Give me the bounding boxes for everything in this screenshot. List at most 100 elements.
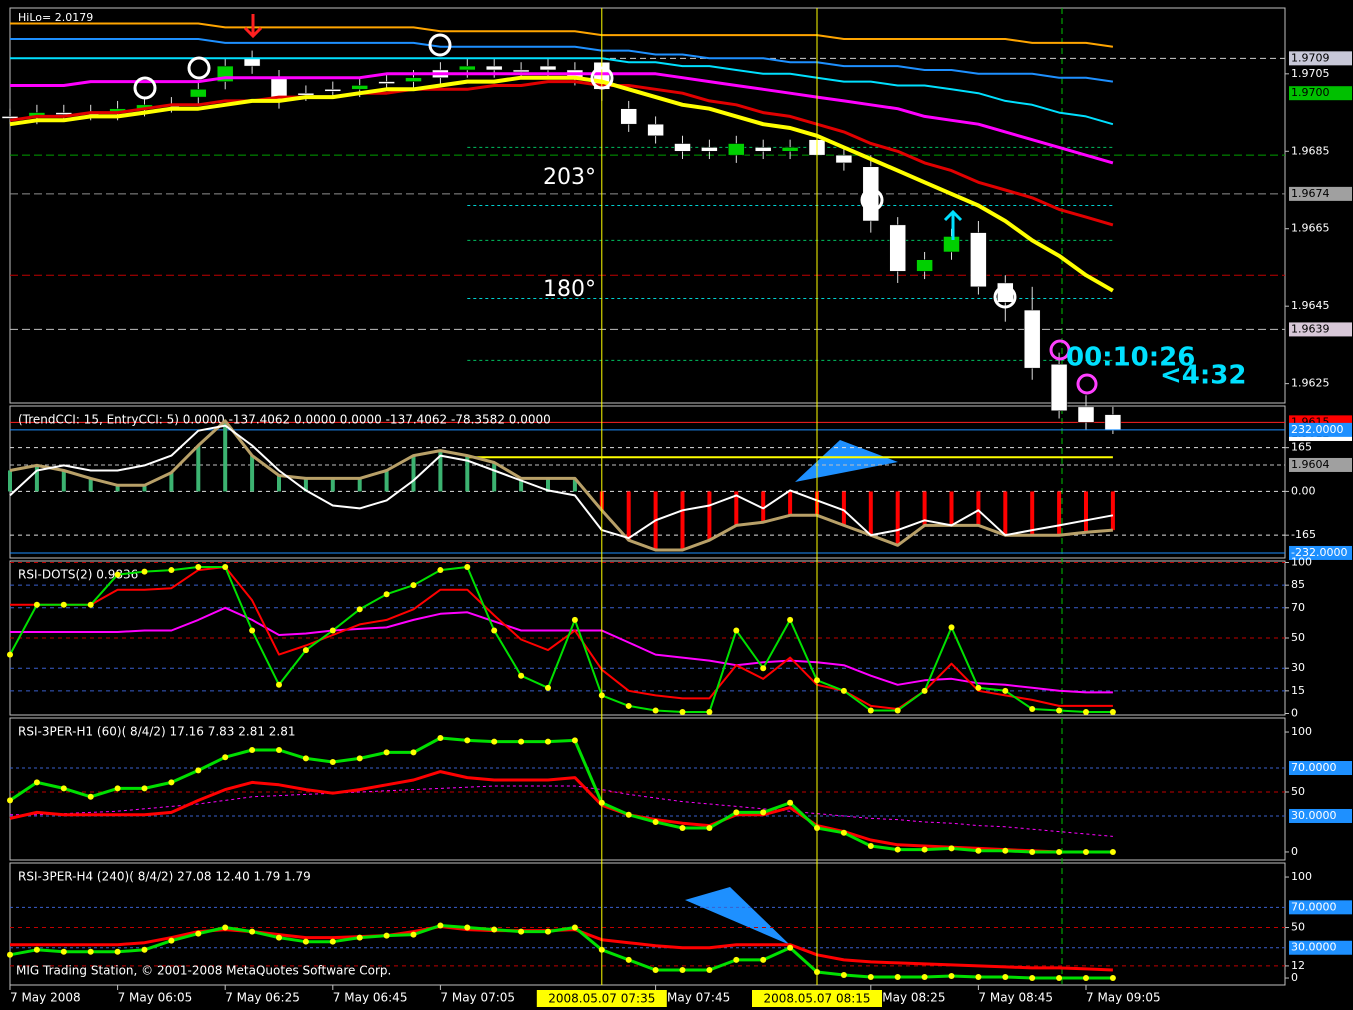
y-tick-label: 12	[1291, 959, 1305, 972]
series-dot	[545, 684, 551, 691]
indicator-label: HiLo= 2.0179	[18, 11, 93, 24]
series-line	[9, 75, 1114, 293]
signal-icon	[428, 33, 452, 57]
series-dot	[652, 707, 659, 714]
series-dot	[302, 647, 309, 654]
series-dot	[921, 846, 928, 853]
histogram-bar	[1084, 491, 1088, 533]
y-tick-label: 100	[1291, 870, 1312, 883]
y-tick-label: 0	[1291, 706, 1298, 719]
series-dot	[948, 973, 955, 980]
candle-body	[190, 89, 207, 98]
series-dot	[518, 738, 525, 745]
histogram-bar	[895, 491, 900, 546]
series-dot	[222, 754, 229, 761]
series-dot	[302, 755, 309, 762]
price-label: 70.0000	[1291, 761, 1337, 774]
series-dot	[545, 928, 551, 935]
panel-title: RSI-3PER-H1 (60)( 8/4/2) 17.16 7.83 2.81…	[18, 725, 296, 739]
series-dot	[545, 738, 551, 745]
signal-triangle	[795, 440, 898, 482]
series-dot	[867, 707, 874, 714]
series-dot	[87, 601, 94, 608]
series-dot	[87, 793, 94, 800]
signal-icon	[993, 285, 1017, 309]
series-dot	[760, 665, 767, 672]
series-line	[10, 72, 1114, 165]
histogram-bar	[357, 478, 362, 492]
series-dot	[679, 824, 686, 831]
signal-icons	[133, 14, 1098, 395]
candle-body	[728, 143, 745, 156]
histogram-bar	[142, 485, 147, 492]
copyright: MIG Trading Station, © 2001-2008 MetaQuo…	[16, 964, 391, 978]
y-tick-label: 1.9645	[1291, 299, 1330, 312]
histogram-bar	[922, 491, 927, 526]
cursor-box	[752, 990, 882, 1007]
series-dot	[195, 564, 202, 571]
histogram-bar	[34, 465, 39, 492]
x-tick-label: 7 May 06:45	[333, 991, 408, 1005]
series-dot	[383, 932, 390, 939]
candle-body	[1, 116, 19, 119]
series-dot	[114, 948, 121, 955]
panel: 012 50 100 70.0000 30.0000 RSI-3PER-H4 (240)(…	[7, 870, 1352, 984]
histogram-bar	[1110, 491, 1115, 531]
series-line	[9, 424, 1114, 540]
price-box	[1289, 86, 1352, 101]
x-tick-label: 7 May 07:05	[440, 991, 515, 1005]
series-dot	[195, 930, 202, 937]
series-dot	[760, 809, 767, 816]
signal-arrow	[943, 209, 963, 240]
series-dot	[787, 799, 794, 806]
series-dot	[222, 564, 229, 571]
price-label: 232.0000	[1291, 423, 1344, 436]
series-dot	[518, 672, 525, 679]
series-dot	[867, 974, 874, 981]
panel: 0 15 30 50 70 85 100 RSI-DOTS(2) 0.9836	[7, 556, 1312, 719]
histogram-bar	[277, 475, 281, 492]
series-dot	[464, 737, 471, 744]
histogram-bar	[626, 491, 631, 541]
series-dot	[1029, 975, 1036, 982]
y-tick-label: 15	[1291, 684, 1305, 697]
histogram-bar	[8, 470, 12, 492]
price-box	[1289, 457, 1352, 472]
series-dot	[410, 582, 417, 589]
series-dot	[975, 847, 982, 854]
histogram-bar	[1030, 491, 1035, 536]
candle-body	[485, 65, 503, 71]
series-dot	[1002, 687, 1009, 694]
series-dot	[114, 785, 121, 792]
signal-icon	[1076, 373, 1098, 395]
candle-body	[1023, 309, 1041, 369]
series-dot	[867, 842, 874, 849]
histogram-bar	[196, 445, 201, 492]
candle-body	[916, 259, 933, 272]
candle-body	[1077, 406, 1095, 423]
series-dot	[410, 749, 417, 756]
series-dot	[141, 785, 148, 792]
panel-frame	[9, 7, 1286, 404]
series-dot	[329, 759, 336, 766]
series-dot	[921, 974, 928, 981]
candle-body	[324, 89, 342, 92]
series-dot	[464, 924, 471, 931]
series-dot	[87, 948, 94, 955]
histogram-bar	[303, 478, 308, 492]
price-box	[1289, 186, 1352, 201]
series-dot	[356, 934, 363, 941]
candle-body	[55, 112, 73, 115]
histogram-bar	[384, 470, 389, 492]
series-dot	[356, 606, 363, 613]
candle-body	[512, 69, 530, 73]
series-dot	[491, 627, 498, 634]
series-dot	[329, 938, 336, 945]
series-dot	[1109, 848, 1116, 855]
angle-label: 203°	[543, 165, 596, 190]
series-dot	[33, 946, 40, 953]
series-line	[9, 770, 1113, 854]
candle-body	[539, 65, 557, 71]
price-box	[1289, 51, 1352, 66]
